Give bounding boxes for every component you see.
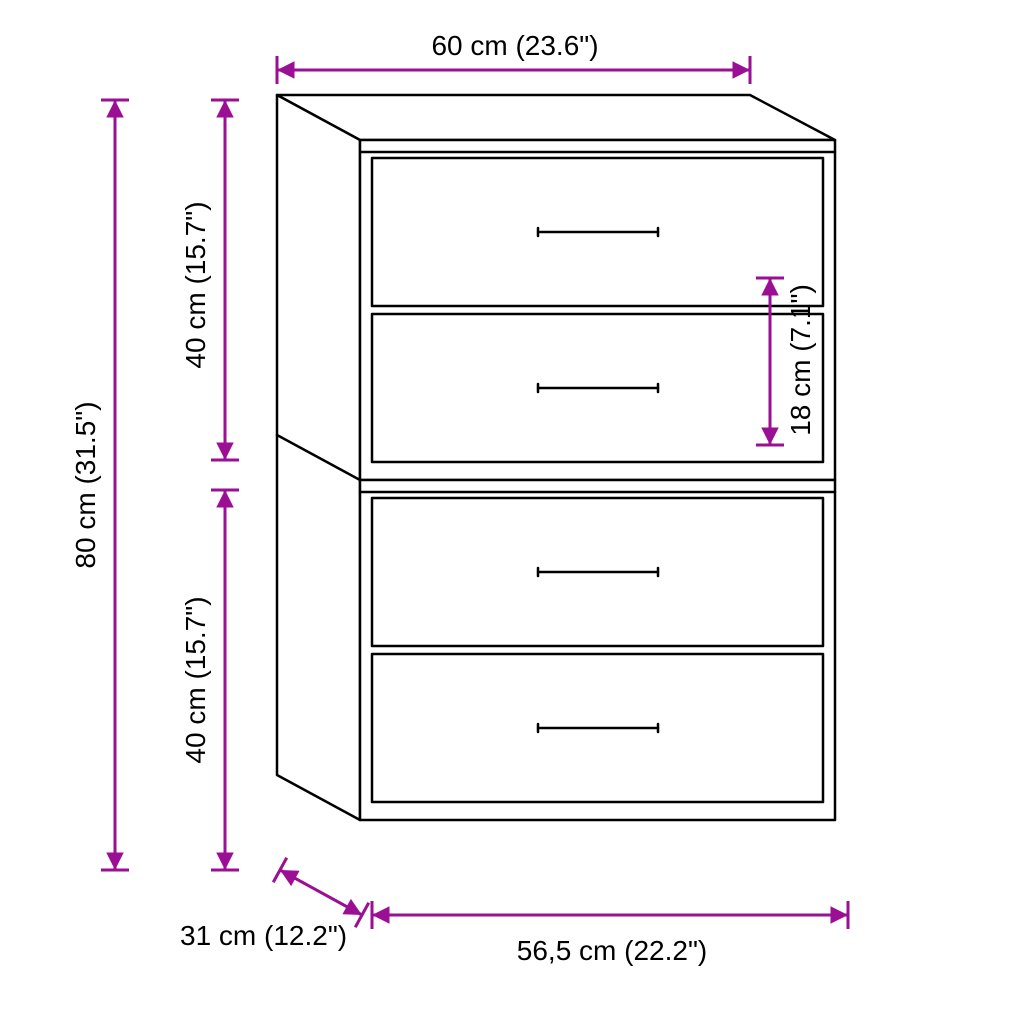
label-front-width: 56,5 cm (22.2"): [517, 935, 707, 966]
dim-depth: [280, 870, 362, 915]
cabinet-drawing: [277, 95, 835, 820]
label-height-lower: 40 cm (15.7"): [180, 596, 211, 763]
label-width-top: 60 cm (23.6"): [431, 30, 598, 61]
label-drawer-height: 18 cm (7.1"): [785, 284, 816, 436]
label-height-total: 80 cm (31.5"): [70, 401, 101, 568]
label-depth: 31 cm (12.2"): [180, 920, 347, 951]
cabinet-top: [277, 95, 835, 140]
dimension-diagram: 60 cm (23.6") 80 cm (31.5") 40 cm (15.7"…: [0, 0, 1024, 1024]
drawer-2: [372, 314, 823, 462]
drawer-4: [372, 654, 823, 802]
drawer-3: [372, 498, 823, 646]
label-height-upper: 40 cm (15.7"): [180, 201, 211, 368]
drawer-1: [372, 158, 823, 306]
